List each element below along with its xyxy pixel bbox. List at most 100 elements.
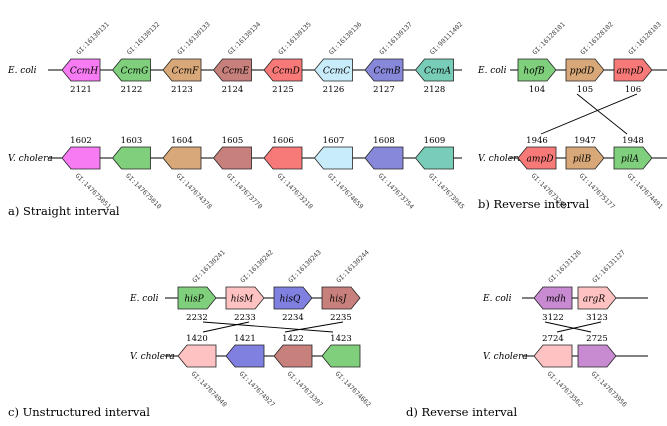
gene-number: 1604: [171, 136, 193, 146]
gene-number: 1606: [272, 136, 294, 146]
gene-number: 2725: [586, 334, 608, 344]
gi-label: GI:16130133: [176, 20, 212, 56]
gene-number: 2128: [424, 85, 446, 95]
gi-label: GI:16130242: [239, 248, 275, 284]
gene-arrow-top-hisJ: [321, 286, 361, 310]
gene-number: 1947: [574, 136, 596, 146]
gi-label: GI:147674662: [334, 370, 373, 409]
gene-number: 2724: [542, 334, 564, 344]
gi-label: GI:16130131: [75, 20, 111, 56]
gene-name-CcmB: CcmB: [373, 67, 400, 77]
gene-number: 1420: [186, 334, 208, 344]
gi-label: GI:147673562: [546, 370, 585, 409]
gene-arrow-top-CcmH: [61, 58, 101, 82]
gi-label: GI:147673770: [225, 172, 264, 211]
gene-arrow-top-CcmD: [263, 58, 303, 82]
gene-arrow-bottom-1421: [225, 344, 265, 368]
gene-arrow-top-CcmF: [162, 58, 202, 82]
gi-label: GI:16130244: [335, 248, 371, 284]
gene-name-pilB: pilB: [573, 155, 592, 165]
gene-arrow-bottom-2725: [577, 344, 617, 368]
gene-number: 2235: [330, 313, 352, 323]
gene-arrow-bottom-pilB: [565, 146, 605, 170]
gi-label: GI:16128101: [531, 20, 567, 56]
gene-arrow-bottom-1604: [162, 146, 202, 170]
species-label-bottom: V. cholera: [130, 352, 175, 362]
gi-label: GI:16130137: [378, 20, 414, 56]
species-label-top: E. coli: [477, 66, 507, 76]
gene-number: 1948: [622, 136, 644, 146]
gi-label: GI:16131127: [591, 248, 627, 284]
gene-number: 1421: [234, 334, 256, 344]
species-label-bottom: V. cholera: [478, 154, 523, 164]
gi-label: GI:147673210: [276, 172, 315, 211]
gene-name-hisP: hisP: [184, 295, 204, 305]
gene-arrow-top-hofB: [517, 58, 557, 82]
gi-label: GI:147674940: [190, 370, 229, 409]
gi-label: GI:147673945: [427, 172, 466, 211]
gi-label: GI:16130241: [191, 248, 227, 284]
gene-arrow-bottom-1420: [177, 344, 217, 368]
gene-arrow-bottom-2724: [533, 344, 573, 368]
gene-number: 1602: [70, 136, 92, 146]
gene-arrow-top-ppdD: [565, 58, 605, 82]
gene-arrow-top-ampD: [613, 58, 653, 82]
panel-caption: a) Straight interval: [8, 204, 120, 218]
gene-arrow-top-CcmA: [414, 58, 454, 82]
gene-number: 1946: [526, 136, 548, 146]
gene-number: 1603: [121, 136, 143, 146]
gene-number: 2121: [70, 85, 92, 95]
species-label-bottom: V. cholera: [483, 352, 528, 362]
gi-label: GI:16131126: [547, 248, 583, 284]
gene-number: 2234: [282, 313, 304, 323]
gene-arrow-bottom-1423: [321, 344, 361, 368]
homology-link: [202, 321, 250, 333]
gene-arrow-bottom-1605: [212, 146, 252, 170]
gene-name-ampD: ampD: [617, 67, 644, 77]
gene-number: 106: [625, 85, 641, 95]
gene-arrow-bottom-1422: [273, 344, 313, 368]
gi-label: GI:16130134: [226, 20, 262, 56]
gene-number: 1605: [222, 136, 244, 146]
gene-number: 2124: [222, 85, 244, 95]
gi-label: GI:147674491: [626, 172, 665, 211]
gene-number: 2122: [121, 85, 143, 95]
gene-arrow-top-CcmG: [111, 58, 151, 82]
homology-link: [540, 93, 638, 135]
gene-name-CcmA: CcmA: [424, 67, 451, 77]
gene-arrow-bottom-1602: [61, 146, 101, 170]
gi-label: GI:16130132: [125, 20, 161, 56]
gene-number: 2127: [373, 85, 395, 95]
homology-link: [556, 321, 602, 333]
homology-link: [576, 93, 628, 135]
gene-number: 105: [577, 85, 593, 95]
gene-arrow-bottom-1609: [414, 146, 454, 170]
gene-number: 2232: [186, 313, 208, 323]
gene-number: 1422: [282, 334, 304, 344]
species-label-top: E. coli: [7, 66, 37, 76]
species-label-top: E. coli: [482, 294, 512, 304]
gene-name-CcmG: CcmG: [121, 67, 149, 77]
gene-number: 2126: [323, 85, 345, 95]
gene-name-ampD: ampD: [527, 155, 554, 165]
gene-number: 1609: [424, 136, 446, 146]
gene-arrow-top-mdh: [533, 286, 573, 310]
homology-link: [544, 321, 592, 333]
gene-number: 2233: [234, 313, 256, 323]
gene-arrow-bottom-1608: [364, 146, 404, 170]
gene-number: 1608: [373, 136, 395, 146]
gene-name-CcmD: CcmD: [272, 67, 300, 77]
gene-arrow-top-hisP: [177, 286, 217, 310]
gene-name-hofB: hofB: [523, 67, 545, 77]
homology-link: [284, 321, 344, 333]
gene-arrow-top-argR: [577, 286, 617, 310]
gene-arrow-bottom-1606: [263, 146, 303, 170]
gi-label: GI:147673397: [286, 370, 325, 409]
gi-label: GI:16128103: [627, 20, 663, 56]
gene-name-hisM: hisM: [231, 295, 254, 305]
species-label-bottom: V. cholera: [8, 154, 53, 164]
gene-name-hisJ: hisJ: [330, 295, 348, 305]
gene-number: 2125: [272, 85, 294, 95]
gi-label: GI:90111402: [428, 20, 464, 56]
